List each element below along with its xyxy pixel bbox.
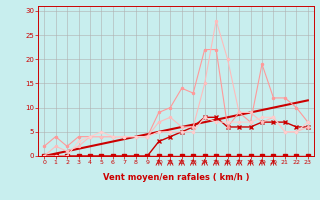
- X-axis label: Vent moyen/en rafales ( km/h ): Vent moyen/en rafales ( km/h ): [103, 174, 249, 183]
